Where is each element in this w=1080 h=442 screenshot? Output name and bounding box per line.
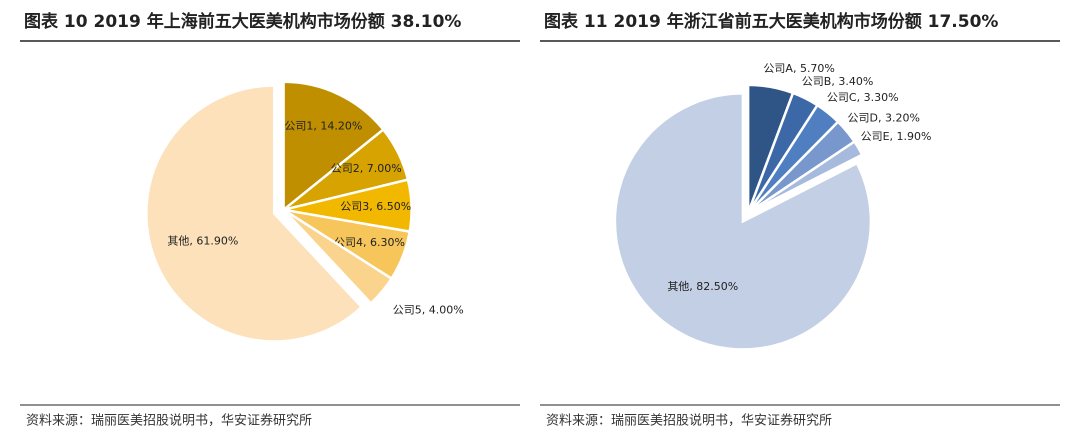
source: 资料来源：瑞丽医美招股说明书，华安证券研究所	[546, 413, 832, 429]
data-label: 公司D, 3.20%	[848, 111, 920, 124]
data-label: 公司B, 3.40%	[802, 75, 873, 88]
data-label: 其他, 82.50%	[667, 280, 738, 293]
source: 资料来源：瑞丽医美招股说明书，华安证券研究所	[26, 413, 312, 429]
data-label: 公司5, 4.00%	[393, 304, 464, 317]
data-label: 公司4, 6.30%	[334, 236, 405, 249]
data-label: 公司3, 6.50%	[340, 200, 411, 213]
pie-slice	[747, 139, 864, 214]
pie-slice	[282, 208, 394, 306]
data-label: 其他, 61.90%	[167, 235, 238, 248]
data-label: 公司2, 7.00%	[331, 162, 402, 175]
chart-title: 图表 10 2019 年上海前五大医美机构市场份额 38.10%	[24, 11, 461, 32]
data-label: 公司C, 3.30%	[827, 91, 899, 104]
pie-slice	[282, 80, 386, 213]
data-label: 公司A, 5.70%	[763, 62, 834, 75]
pie-slice	[613, 92, 873, 351]
chart-title: 图表 11 2019 年浙江省前五大医美机构市场份额 17.50%	[544, 11, 998, 32]
data-label: 公司E, 1.90%	[861, 130, 932, 143]
data-label: 公司1, 14.20%	[284, 120, 362, 133]
pie-slice	[145, 84, 364, 343]
